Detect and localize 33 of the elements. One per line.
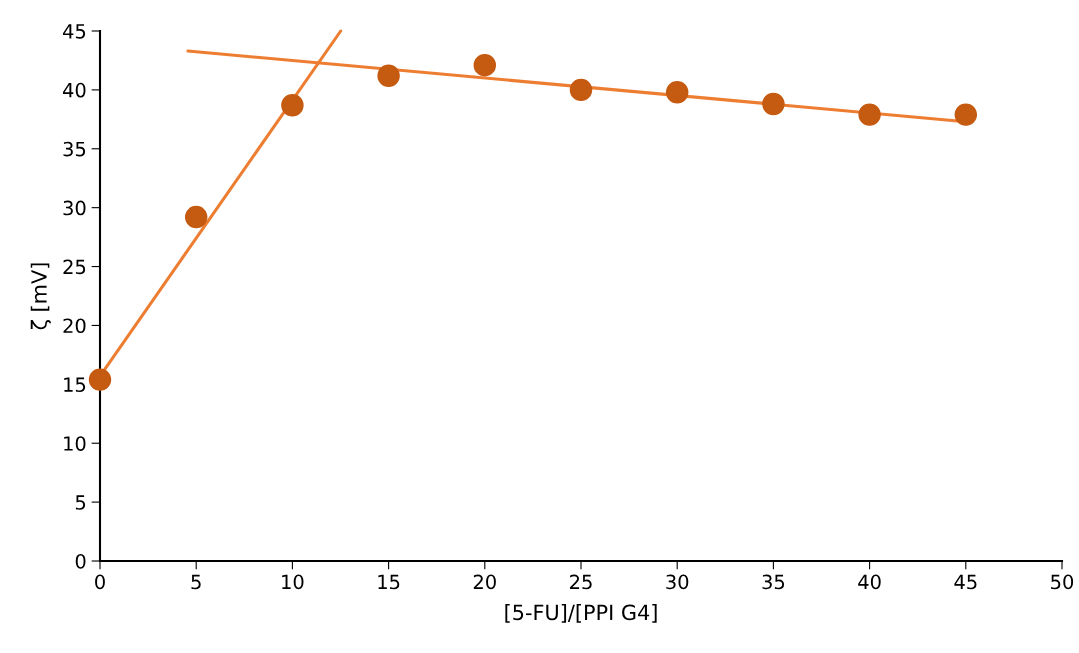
y-tick-label: 35	[63, 141, 86, 157]
y-tick-label: 15	[64, 377, 86, 392]
x-tick-label: 45	[954, 574, 977, 590]
point	[762, 92, 785, 116]
point	[665, 81, 689, 104]
x-tick-label: 25	[570, 574, 592, 590]
x-tick-label: 15	[378, 574, 400, 590]
point	[858, 103, 881, 126]
x-tick-label: 30	[666, 574, 689, 590]
point	[569, 78, 593, 102]
y-axis-title: ζ [mV]	[30, 263, 51, 330]
x-tick-label: 20	[473, 574, 496, 590]
y-tick-label: 25	[63, 259, 86, 275]
y-tick-label: 45	[63, 24, 86, 39]
point	[88, 368, 112, 391]
y-tick-label: 10	[64, 436, 86, 451]
x-tick-label: 10	[282, 574, 304, 590]
point	[281, 93, 304, 117]
point	[184, 205, 208, 229]
point	[473, 53, 497, 77]
point	[954, 103, 978, 126]
x-axis-title: [5-FU]/[PPI G4]	[505, 604, 657, 623]
y-tick-label: 0	[75, 553, 86, 569]
point	[377, 64, 400, 87]
y-tick-label: 5	[75, 495, 86, 510]
y-tick-label: 40	[63, 82, 86, 98]
x-tick-label: 40	[858, 574, 881, 590]
y-tick-label: 30	[63, 200, 86, 216]
x-tick-label: 35	[762, 574, 785, 590]
x-tick-label: 5	[191, 574, 201, 590]
x-tick-label: 50	[1051, 574, 1074, 590]
y-tick-label: 20	[63, 318, 86, 334]
x-tick-label: 0	[95, 574, 105, 590]
